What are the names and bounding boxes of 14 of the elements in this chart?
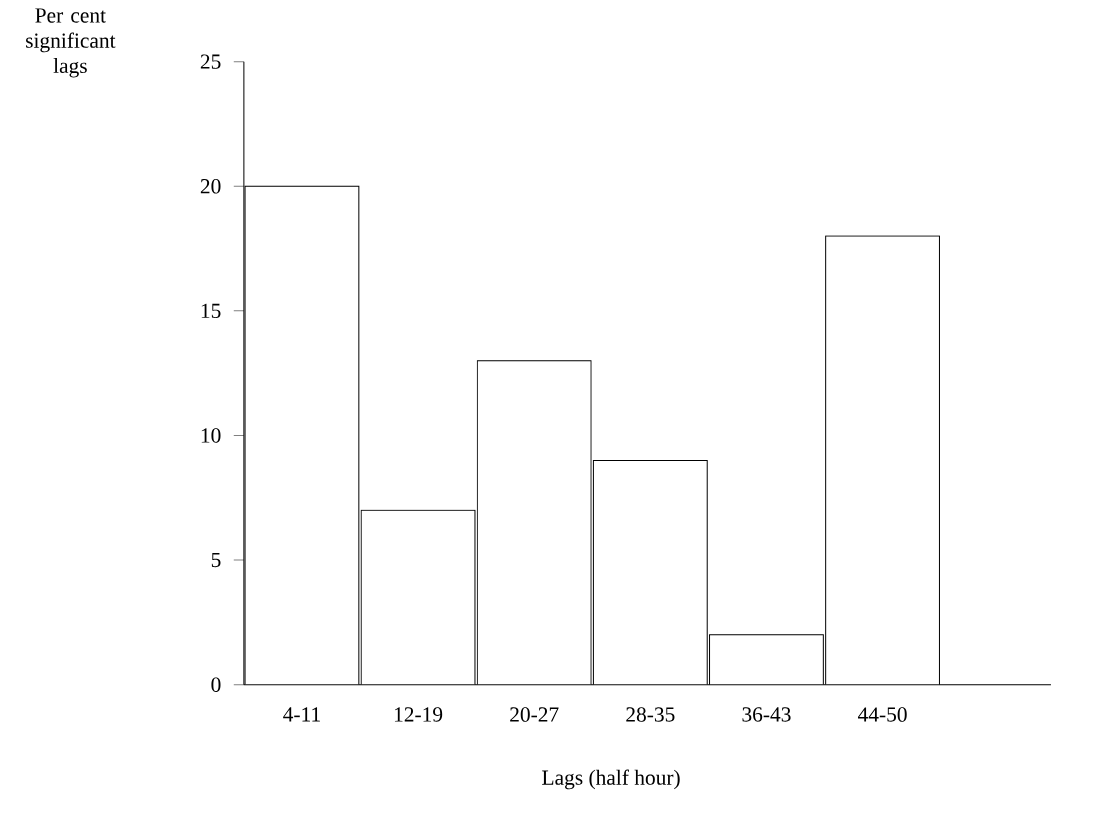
y-tick-label: 10	[201, 428, 221, 443]
x-tick-label: 36-43	[742, 707, 791, 722]
y-tick-label: 25	[200, 54, 221, 69]
x-tick-label: 20-27	[510, 707, 559, 722]
x-tick-label: 4-11	[283, 707, 320, 722]
y-axis-title: Per cent significant lags	[26, 8, 116, 78]
x-tick-label: 44-50	[857, 707, 907, 722]
y-tick-label: 5	[211, 552, 221, 567]
x-tick-label: 28-35	[626, 707, 675, 722]
x-axis-title: Lags (half hour)	[542, 769, 680, 790]
y-tick-label: 15	[201, 303, 221, 318]
y-tick-label: 20	[200, 178, 221, 194]
x-tick-label: 12-19	[394, 707, 443, 722]
y-tick-label: 0	[211, 677, 221, 692]
